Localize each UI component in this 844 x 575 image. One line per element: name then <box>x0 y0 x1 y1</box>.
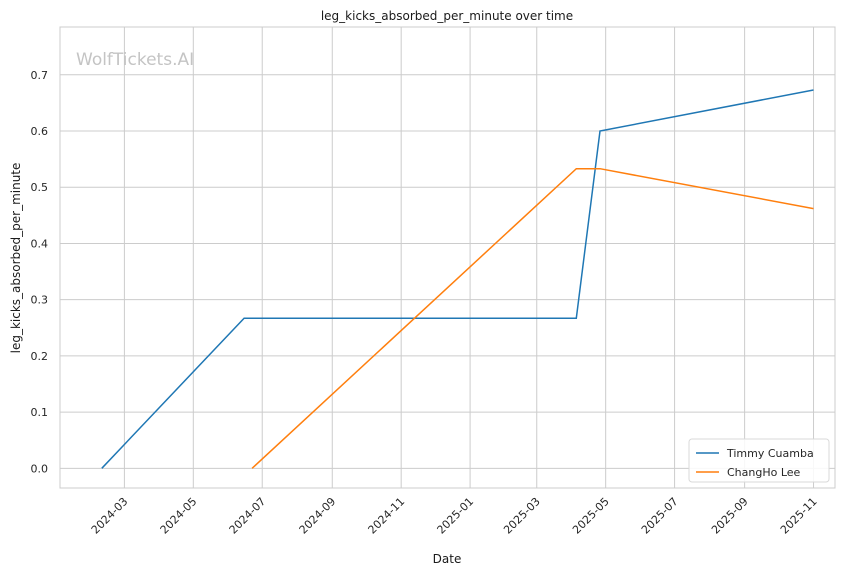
y-tick-label: 0.3 <box>31 294 49 307</box>
x-axis-label: Date <box>433 552 462 566</box>
y-tick-label: 0.5 <box>31 181 49 194</box>
y-tick-label: 0.0 <box>31 462 49 475</box>
x-tick-label: 2025-05 <box>570 495 612 537</box>
x-tick-label: 2024-05 <box>158 495 200 537</box>
chart-title: leg_kicks_absorbed_per_minute over time <box>321 9 573 23</box>
y-tick-label: 0.6 <box>31 125 49 138</box>
legend-box <box>688 438 830 483</box>
y-axis-ticks: 0.0 0.1 0.2 0.3 0.4 0.5 0.6 0.7 <box>31 69 49 476</box>
y-tick-label: 0.2 <box>31 350 49 363</box>
plot-frame <box>59 26 836 489</box>
x-tick-label: 2024-11 <box>366 495 408 537</box>
y-tick-label: 0.7 <box>31 69 49 82</box>
x-tick-label: 2025-09 <box>709 495 751 537</box>
series-line-1 <box>101 89 814 469</box>
x-axis-ticks: 2024-03 2024-05 2024-07 2024-09 2024-11 2025-… <box>89 495 820 537</box>
grid <box>60 27 835 488</box>
y-axis-label: leg_kicks_absorbed_per_minute <box>9 163 23 354</box>
x-tick-label: 2025-11 <box>778 495 820 537</box>
series-lines <box>101 89 814 469</box>
legend: Timmy Cuamba ChangHo Lee <box>688 438 830 483</box>
watermark-text: WolfTickets.AI <box>76 50 194 70</box>
x-tick-label: 2024-03 <box>89 495 131 537</box>
legend-label: ChangHo Lee <box>727 466 801 479</box>
legend-label: Timmy Cuamba <box>726 447 814 460</box>
x-tick-label: 2024-09 <box>297 495 339 537</box>
x-tick-label: 2025-03 <box>501 495 543 537</box>
y-tick-label: 0.4 <box>31 237 49 250</box>
x-tick-label: 2025-07 <box>639 495 681 537</box>
x-tick-label: 2024-07 <box>227 495 269 537</box>
x-tick-label: 2025-01 <box>435 495 477 537</box>
series-line-2 <box>251 167 814 469</box>
y-tick-label: 0.1 <box>31 406 49 419</box>
